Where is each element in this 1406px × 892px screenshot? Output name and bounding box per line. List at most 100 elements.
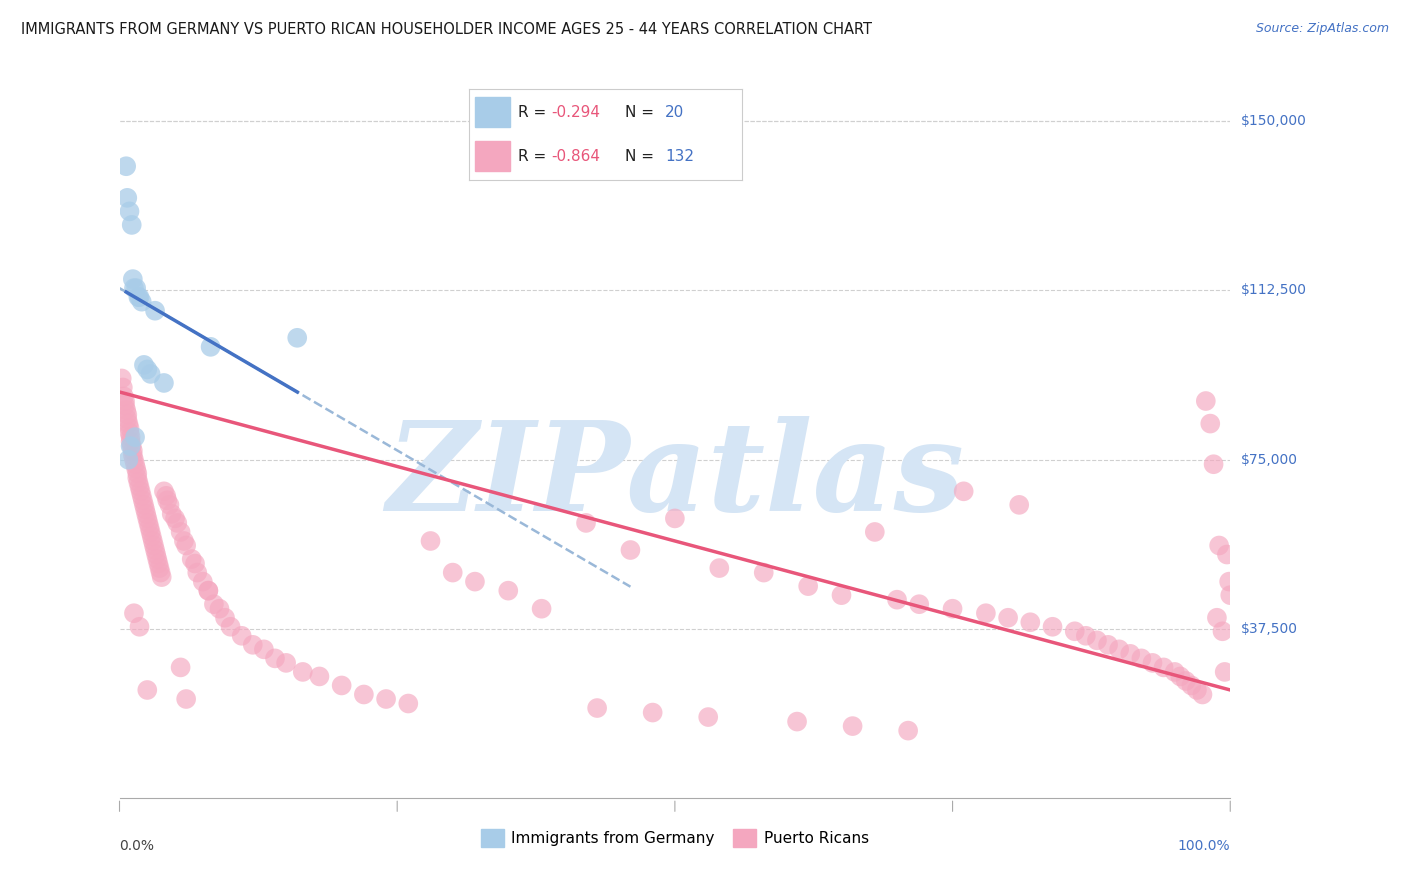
Point — [117, 417, 139, 431]
Point — [274, 656, 298, 670]
Point — [132, 493, 155, 508]
Point — [353, 688, 375, 702]
Point — [117, 191, 139, 205]
Point — [308, 669, 330, 683]
Point — [131, 294, 153, 309]
Text: $112,500: $112,500 — [1241, 284, 1308, 297]
Point — [138, 516, 160, 530]
Point — [330, 678, 353, 692]
Point — [117, 408, 139, 422]
Point — [786, 714, 808, 729]
Point — [1097, 638, 1119, 652]
Point — [131, 489, 153, 503]
Point — [174, 692, 197, 706]
Point — [121, 218, 143, 232]
Point — [148, 557, 170, 571]
Point — [139, 524, 162, 539]
Point — [142, 533, 165, 548]
Point — [125, 281, 148, 295]
Point — [160, 507, 183, 521]
Point — [1074, 629, 1097, 643]
Point — [1219, 588, 1241, 602]
Point — [1164, 665, 1187, 679]
Point — [830, 588, 852, 602]
Point — [184, 557, 207, 571]
Point — [1153, 660, 1175, 674]
Point — [121, 448, 143, 462]
Point — [1191, 688, 1213, 702]
Point — [121, 443, 143, 458]
Point — [173, 533, 195, 548]
Point — [1213, 665, 1236, 679]
Point — [1130, 651, 1153, 665]
Point — [1168, 669, 1191, 683]
Text: 100.0%: 100.0% — [1178, 838, 1230, 853]
Point — [127, 290, 149, 304]
Point — [1042, 620, 1064, 634]
Point — [1019, 615, 1042, 630]
Point — [166, 516, 188, 530]
Point — [121, 272, 143, 286]
Point — [908, 597, 931, 611]
Point — [841, 719, 863, 733]
Point — [127, 475, 149, 490]
Text: Source: ZipAtlas.com: Source: ZipAtlas.com — [1256, 22, 1389, 36]
Point — [197, 583, 219, 598]
Point — [219, 620, 242, 634]
Text: 0.0%: 0.0% — [120, 838, 155, 853]
Point — [169, 524, 191, 539]
Point — [974, 606, 997, 620]
Point — [897, 723, 920, 738]
Point — [143, 303, 166, 318]
Point — [120, 430, 142, 444]
Point — [120, 434, 142, 449]
Point — [1195, 394, 1218, 409]
Point — [191, 574, 214, 589]
Point — [464, 574, 486, 589]
Point — [124, 430, 146, 444]
Text: IMMIGRANTS FROM GERMANY VS PUERTO RICAN HOUSEHOLDER INCOME AGES 25 - 44 YEARS CO: IMMIGRANTS FROM GERMANY VS PUERTO RICAN … — [21, 22, 872, 37]
Point — [122, 606, 145, 620]
Point — [375, 692, 398, 706]
Point — [1108, 642, 1130, 657]
Point — [120, 439, 142, 453]
Point — [127, 471, 149, 485]
Point — [1208, 539, 1230, 553]
Text: $75,000: $75,000 — [1241, 453, 1298, 467]
Point — [575, 516, 598, 530]
Point — [942, 601, 965, 615]
Point — [111, 380, 134, 394]
Point — [146, 552, 169, 566]
Point — [396, 697, 419, 711]
Point — [142, 539, 165, 553]
Point — [1174, 673, 1197, 688]
Point — [619, 543, 641, 558]
Point — [1085, 633, 1108, 648]
Point — [111, 371, 134, 385]
Point — [1206, 611, 1229, 625]
Point — [180, 552, 202, 566]
Point — [132, 498, 155, 512]
Point — [1063, 624, 1085, 639]
Legend: Immigrants from Germany, Puerto Ricans: Immigrants from Germany, Puerto Ricans — [475, 823, 875, 853]
Point — [112, 390, 135, 404]
Point — [200, 340, 222, 354]
Point — [664, 511, 686, 525]
Point — [291, 665, 314, 679]
Point — [136, 362, 159, 376]
Point — [117, 412, 139, 426]
Point — [118, 421, 141, 435]
Text: $37,500: $37,500 — [1241, 622, 1298, 636]
Point — [149, 566, 172, 580]
Point — [641, 706, 664, 720]
Point — [214, 611, 236, 625]
Point — [1202, 457, 1225, 471]
Point — [208, 601, 231, 615]
Point — [145, 548, 167, 562]
Point — [498, 583, 520, 598]
Point — [886, 592, 908, 607]
Point — [242, 638, 264, 652]
Point — [150, 570, 173, 584]
Point — [952, 484, 974, 499]
Point — [141, 529, 163, 543]
